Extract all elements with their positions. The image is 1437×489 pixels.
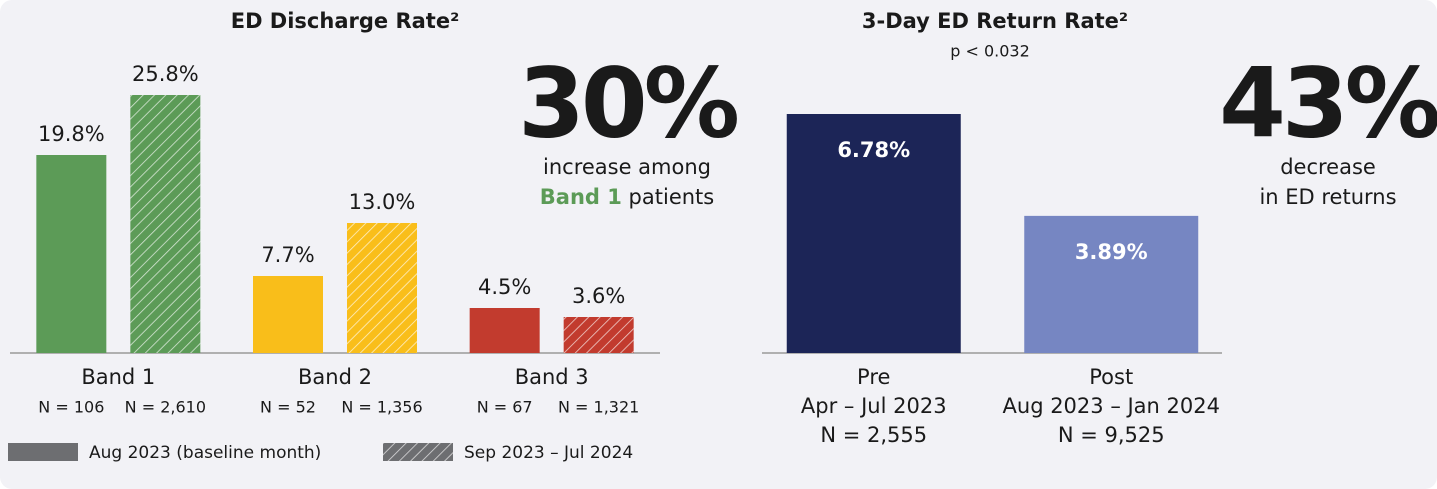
n-label: N = 2,610 [125, 398, 206, 417]
annotation: decrease [1280, 155, 1376, 179]
period-label: Aug 2023 – Jan 2024 [1003, 394, 1220, 418]
legend-swatch [8, 443, 78, 461]
n-label: N = 1,356 [341, 398, 422, 417]
bar [1024, 215, 1199, 353]
n-label: N = 1,321 [558, 398, 639, 417]
n-label: N = 106 [38, 398, 104, 417]
annotation: Band 1 patients [540, 185, 714, 209]
value-label: 6.78% [837, 138, 910, 162]
value-label: 3.6% [572, 284, 625, 308]
x-tick-label: Band 1 [81, 365, 155, 389]
big-number: 30% [518, 47, 738, 159]
n-label: N = 9,525 [1058, 423, 1165, 447]
value-label: 7.7% [261, 243, 314, 267]
bar [253, 276, 323, 353]
bar-hatch [347, 223, 417, 353]
value-label: 13.0% [349, 190, 416, 214]
annotation: increase among [543, 155, 711, 179]
x-tick-label: Post [1089, 365, 1133, 389]
value-label: 25.8% [132, 62, 199, 86]
bar [36, 155, 107, 353]
period-label: Apr – Jul 2023 [801, 394, 947, 418]
annotation: in ED returns [1259, 185, 1396, 209]
bar-hatch [563, 317, 634, 353]
legend-label: Sep 2023 – Jul 2024 [464, 443, 633, 463]
big-number: 43% [1219, 47, 1437, 159]
bar [469, 308, 540, 353]
chart-title: ED Discharge Rate² [231, 9, 460, 33]
annotation-text: patients [629, 185, 715, 209]
x-tick-label: Band 2 [298, 365, 372, 389]
chart-subtitle: p < 0.032 [950, 42, 1030, 61]
bar [786, 114, 961, 353]
bar-hatch [130, 95, 201, 353]
n-label: N = 67 [477, 398, 533, 417]
n-label: N = 2,555 [820, 423, 927, 447]
value-label: 3.89% [1075, 240, 1148, 264]
n-label: N = 52 [260, 398, 316, 417]
value-label: 4.5% [478, 275, 531, 299]
value-label: 19.8% [38, 122, 105, 146]
x-tick-label: Band 3 [515, 365, 589, 389]
chart-title: 3-Day ED Return Rate² [862, 9, 1128, 33]
legend-hatch [383, 443, 453, 461]
legend-label: Aug 2023 (baseline month) [89, 443, 321, 463]
annotation-text: in ED returns [1259, 185, 1396, 209]
highlight: Band 1 [540, 185, 622, 209]
x-tick-label: Pre [857, 365, 890, 389]
